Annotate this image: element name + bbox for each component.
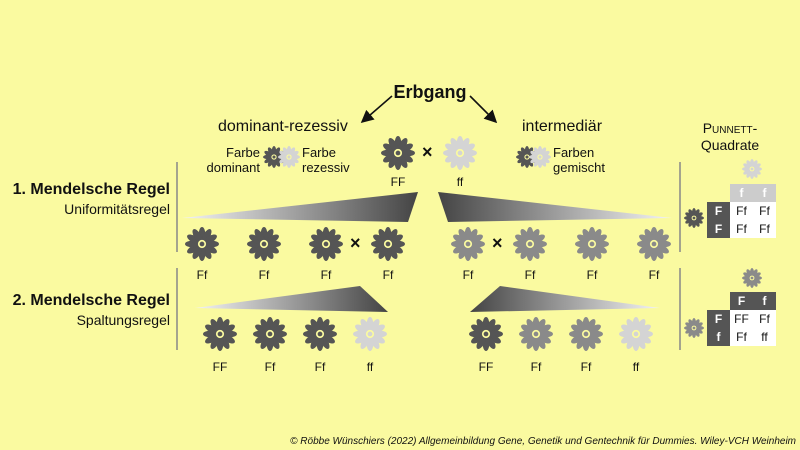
label-parent-ff-dominant: FF [390, 175, 406, 189]
f1-genotype-label: Ff [196, 268, 208, 282]
f2-genotype-label: Ff [314, 360, 326, 374]
label-farbe-dominant: Farbe dominant [206, 145, 260, 175]
rule2-subtitle: Spaltungsregel [76, 312, 170, 328]
punnett1-row0-allele: F [707, 202, 730, 220]
f2-genotype-label: ff [366, 360, 374, 374]
punnett1-header-0: f [730, 184, 753, 202]
f1-flower-dominant [247, 227, 281, 261]
f2-genotype-label: ff [632, 360, 640, 374]
f1-genotype-label: Ff [382, 268, 394, 282]
punnett1-row1-allele: F [707, 220, 730, 238]
f1-flower-dominant [185, 227, 219, 261]
punnett2-cell: Ff [730, 328, 753, 346]
arrow-to-intermediate [469, 95, 498, 124]
wedge-f2-right [470, 286, 660, 312]
punnett-grid-2: F f F FF Ff f Ff ff [707, 292, 776, 346]
label-parent-ff-recessive: ff [456, 175, 464, 189]
punnett-grid-1: f f F Ff Ff F Ff Ff [707, 184, 776, 238]
f2-flower-intermediate [569, 317, 603, 351]
f2-flower-dominant [303, 317, 337, 351]
parent-flower-recessive [443, 136, 477, 170]
f1-genotype-label: Ff [258, 268, 270, 282]
f1-flower-intermediate [451, 227, 485, 261]
f1-flower-dominant [371, 227, 405, 261]
punnett2-header-1: f [753, 292, 776, 310]
punnett1-top-flower [742, 159, 762, 179]
f2-genotype-label: Ff [264, 360, 276, 374]
f1-genotype-label: Ff [320, 268, 332, 282]
wedge-f1-left [182, 192, 418, 222]
f2-flower-dominant [253, 317, 287, 351]
f1-genotype-label: Ff [462, 268, 474, 282]
label-farbe-rezessiv: Farbe rezessiv [302, 145, 350, 175]
label-farben-gemischt: Farben gemischt [553, 145, 606, 175]
f1-flower-dominant [309, 227, 343, 261]
punnett2-row0-allele: F [707, 310, 730, 328]
legend-flower-recessive [278, 146, 300, 168]
punnett2-header-0: F [730, 292, 753, 310]
parent-flower-dominant [381, 136, 415, 170]
f1-genotype-label: Ff [524, 268, 536, 282]
punnett-title: Punnett- Quadrate [700, 120, 760, 153]
f2-flower-dominant [469, 317, 503, 351]
f2-flower-intermediate [519, 317, 553, 351]
punnett1-cell: Ff [730, 202, 753, 220]
punnett2-cell: ff [753, 328, 776, 346]
heading-intermediaer: intermediär [522, 118, 603, 135]
legend-flower-mixed-light [529, 146, 551, 168]
f2-genotype-label: Ff [530, 360, 542, 374]
f2-genotype-label: Ff [580, 360, 592, 374]
punnett1-cell: Ff [753, 202, 776, 220]
f2-genotype-label: FF [478, 360, 494, 374]
rule1-subtitle: Uniformitätsregel [64, 201, 170, 217]
f1-flower-intermediate [513, 227, 547, 261]
punnett1-header-1: f [753, 184, 776, 202]
punnett2-cell: FF [730, 310, 753, 328]
f1-genotype-label: Ff [648, 268, 660, 282]
wedge-f2-left [195, 286, 388, 312]
punnett2-cell: Ff [753, 310, 776, 328]
f2-flower-recessive [353, 317, 387, 351]
wedge-f1-right [438, 192, 672, 222]
arrow-to-dominant [360, 95, 393, 124]
punnett2-side-flower [684, 318, 704, 338]
f2-flower-recessive [619, 317, 653, 351]
punnett2-row1-allele: f [707, 328, 730, 346]
cross-symbol-f1-left: × [350, 233, 361, 253]
punnett1-cell: Ff [753, 220, 776, 238]
heading-dominant-rezessiv: dominant-rezessiv [218, 118, 348, 135]
cross-symbol-parents: × [422, 142, 433, 162]
f1-genotype-label: Ff [586, 268, 598, 282]
copyright-notice: © Röbbe Wünschiers (2022) Allgemeinbildu… [290, 436, 796, 447]
punnett1-side-flower [684, 208, 704, 228]
punnett1-cell: Ff [730, 220, 753, 238]
rule1-title: 1. Mendelsche Regel [12, 181, 170, 198]
f2-genotype-label: FF [212, 360, 228, 374]
f2-flower-dominant [203, 317, 237, 351]
punnett2-top-flower [742, 268, 762, 288]
f1-flower-intermediate [575, 227, 609, 261]
cross-symbol-f1-right: × [492, 233, 503, 253]
f1-flower-intermediate [637, 227, 671, 261]
title-erbgang: Erbgang [393, 82, 467, 102]
rule2-title: 2. Mendelsche Regel [12, 292, 170, 309]
